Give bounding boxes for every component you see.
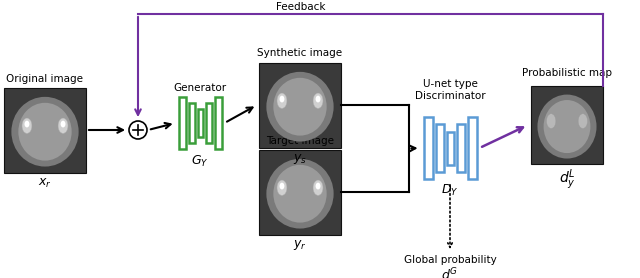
Bar (531, 86, 603, 164)
Text: $y_s$: $y_s$ (293, 152, 307, 165)
Bar (4, 88, 86, 173)
Ellipse shape (313, 180, 323, 195)
FancyBboxPatch shape (424, 117, 433, 179)
Text: Target image: Target image (266, 135, 334, 145)
Ellipse shape (277, 93, 287, 108)
Text: Feedback: Feedback (276, 2, 326, 12)
FancyBboxPatch shape (435, 124, 444, 172)
Ellipse shape (578, 114, 588, 128)
Text: $y_r$: $y_r$ (293, 239, 307, 252)
Ellipse shape (58, 118, 68, 133)
Text: Generator: Generator (173, 83, 227, 93)
Ellipse shape (61, 121, 65, 127)
FancyBboxPatch shape (447, 131, 454, 165)
Ellipse shape (273, 165, 326, 223)
Ellipse shape (12, 97, 79, 167)
Ellipse shape (266, 159, 333, 229)
Ellipse shape (277, 180, 287, 195)
Ellipse shape (543, 100, 591, 153)
Text: $G_Y$: $G_Y$ (191, 154, 209, 169)
Bar (259, 150, 341, 235)
FancyBboxPatch shape (198, 109, 202, 137)
Text: $d_y^L$: $d_y^L$ (559, 168, 575, 192)
Ellipse shape (280, 183, 284, 189)
Ellipse shape (19, 103, 72, 161)
Text: $D_Y$: $D_Y$ (441, 183, 459, 198)
Ellipse shape (547, 114, 556, 128)
Bar (259, 63, 341, 148)
Ellipse shape (273, 78, 326, 136)
Text: $d_y^G$: $d_y^G$ (442, 266, 459, 278)
Text: Original image: Original image (6, 73, 83, 83)
Ellipse shape (313, 93, 323, 108)
Circle shape (129, 121, 147, 139)
Ellipse shape (24, 121, 29, 127)
Ellipse shape (316, 183, 321, 189)
FancyBboxPatch shape (189, 103, 195, 143)
Ellipse shape (280, 96, 284, 103)
FancyBboxPatch shape (214, 97, 221, 149)
Ellipse shape (22, 118, 32, 133)
FancyBboxPatch shape (179, 97, 186, 149)
Text: Synthetic image: Synthetic image (257, 48, 342, 58)
FancyBboxPatch shape (456, 124, 465, 172)
Ellipse shape (538, 95, 596, 158)
Text: Global probability: Global probability (404, 255, 497, 265)
Text: $x_r$: $x_r$ (38, 177, 52, 190)
FancyBboxPatch shape (205, 103, 211, 143)
Ellipse shape (316, 96, 321, 103)
Text: U-net type
Discriminator: U-net type Discriminator (415, 80, 485, 101)
FancyBboxPatch shape (467, 117, 477, 179)
Ellipse shape (266, 72, 333, 142)
Text: Probabilistic map: Probabilistic map (522, 68, 612, 78)
